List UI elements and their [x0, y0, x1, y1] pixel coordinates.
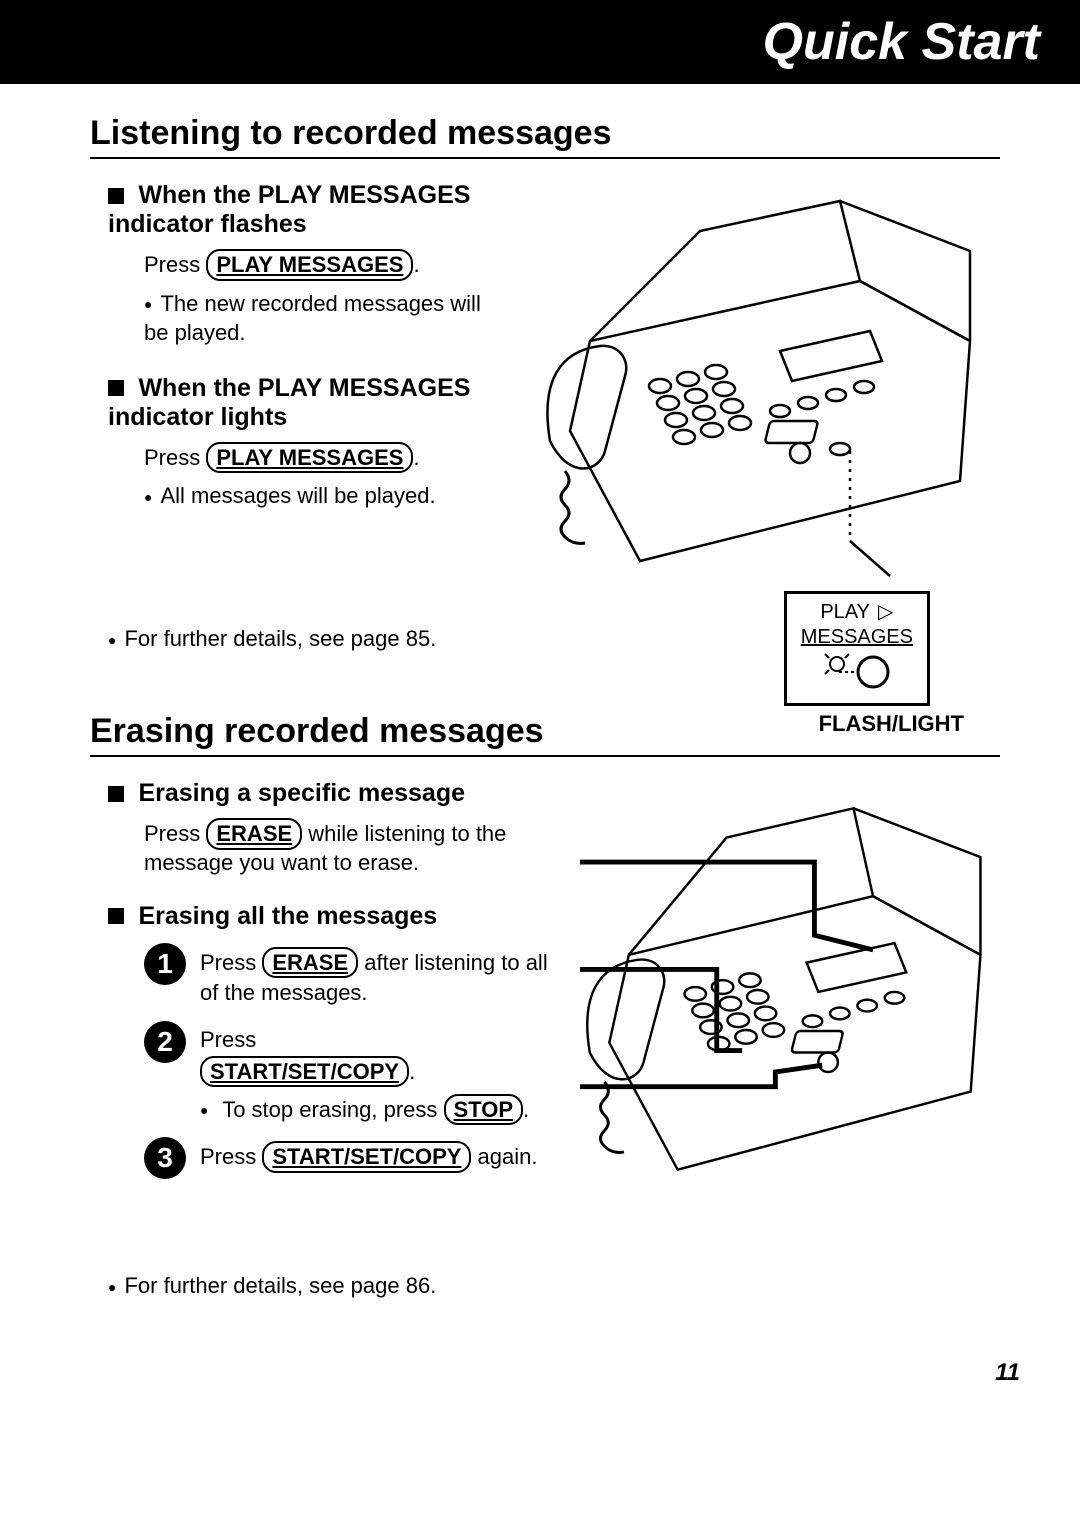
- step-badge-2: 2: [144, 1021, 186, 1063]
- press-prefix: Press: [144, 821, 200, 846]
- header-title: Quick Start: [763, 13, 1040, 71]
- square-bullet-icon: [108, 908, 124, 924]
- square-bullet-icon: [108, 188, 124, 204]
- stop-button-label: STOP: [444, 1094, 524, 1126]
- erase-all-block: Erasing all the messages 1 Press ERASE a…: [108, 902, 560, 1180]
- step-post: again.: [471, 1144, 537, 1169]
- erase-step-1: 1 Press ERASE after listening to all of …: [144, 943, 560, 1010]
- step-text-1: Press ERASE after listening to all of th…: [200, 943, 560, 1010]
- square-bullet-icon: [108, 380, 124, 396]
- erase-all-heading: Erasing all the messages: [138, 902, 437, 930]
- listen-right: PLAY MESSAGES FLASH/LIGHT: [530, 181, 1000, 606]
- listen-block-flashes: When the PLAY MESSAGES indicator flashes…: [108, 181, 510, 348]
- step-badge-3: 3: [144, 1137, 186, 1179]
- listen-two-col: When the PLAY MESSAGES indicator flashes…: [90, 181, 1000, 606]
- erase-right: [580, 779, 1000, 1233]
- erase-button-label: ERASE: [262, 947, 358, 979]
- bullet-post: .: [523, 1097, 529, 1122]
- press-prefix: Press: [144, 445, 200, 470]
- listen-bullet-1: The new recorded messages will be played…: [144, 289, 510, 348]
- listen-block-lights: When the PLAY MESSAGES indicator lights …: [108, 374, 510, 511]
- header-bar: Quick Start: [0, 0, 1080, 84]
- indicator-icon: [817, 650, 897, 690]
- section-title-listen: Listening to recorded messages: [90, 114, 1000, 159]
- erase-button-label: ERASE: [206, 818, 302, 850]
- listen-left: When the PLAY MESSAGES indicator flashes…: [90, 181, 510, 606]
- page-number: 11: [0, 1339, 1080, 1417]
- callout-line2: MESSAGES: [801, 625, 913, 650]
- start-set-copy-button-label: START/SET/COPY: [262, 1141, 471, 1173]
- fax-machine-illustration-2: [580, 779, 1000, 1228]
- erase-specific-press: Press ERASE while listening to the messa…: [144, 818, 560, 876]
- erase-specific-heading: Erasing a specific message: [138, 779, 465, 807]
- step2-bullet: To stop erasing, press STOP.: [200, 1094, 529, 1126]
- listen-press-1: Press PLAY MESSAGES.: [144, 249, 510, 281]
- listen-sub-heading-1: When the PLAY MESSAGES indicator flashes: [108, 181, 470, 238]
- erase-further: For further details, see page 86.: [108, 1273, 1000, 1299]
- step-pre: Press: [200, 1027, 256, 1052]
- listen-bullet-2: All messages will be played.: [144, 481, 510, 511]
- erase-two-col: Erasing a specific message Press ERASE w…: [90, 779, 1000, 1233]
- flash-light-label: FLASH/LIGHT: [819, 711, 964, 737]
- press-suffix: .: [413, 252, 419, 277]
- step-post: .: [409, 1059, 415, 1084]
- step-badge-1: 1: [144, 943, 186, 985]
- step-pre: Press: [200, 1144, 262, 1169]
- play-messages-button-label: PLAY MESSAGES: [206, 249, 413, 281]
- start-set-copy-button-label: START/SET/COPY: [200, 1056, 409, 1088]
- play-messages-callout: PLAY MESSAGES: [784, 591, 930, 706]
- erase-specific-block: Erasing a specific message Press ERASE w…: [108, 779, 560, 876]
- listen-press-2: Press PLAY MESSAGES.: [144, 442, 510, 474]
- erase-step-2: 2 Press START/SET/COPY. To stop erasing,…: [144, 1021, 560, 1125]
- listen-sub-heading-2: When the PLAY MESSAGES indicator lights: [108, 374, 470, 431]
- erase-left: Erasing a specific message Press ERASE w…: [90, 779, 560, 1233]
- press-prefix: Press: [144, 252, 200, 277]
- step-pre: Press: [200, 950, 262, 975]
- fax-machine-illustration: [530, 181, 1000, 601]
- square-bullet-icon: [108, 786, 124, 802]
- page-content: Listening to recorded messages When the …: [0, 114, 1080, 1339]
- press-suffix: .: [413, 445, 419, 470]
- step-text-2: Press START/SET/COPY. To stop erasing, p…: [200, 1021, 529, 1125]
- step-text-3: Press START/SET/COPY again.: [200, 1137, 537, 1173]
- erase-step-3: 3 Press START/SET/COPY again.: [144, 1137, 560, 1179]
- callout-line1: PLAY: [801, 600, 913, 625]
- bullet-pre: To stop erasing, press: [222, 1097, 443, 1122]
- play-messages-button-label: PLAY MESSAGES: [206, 442, 413, 474]
